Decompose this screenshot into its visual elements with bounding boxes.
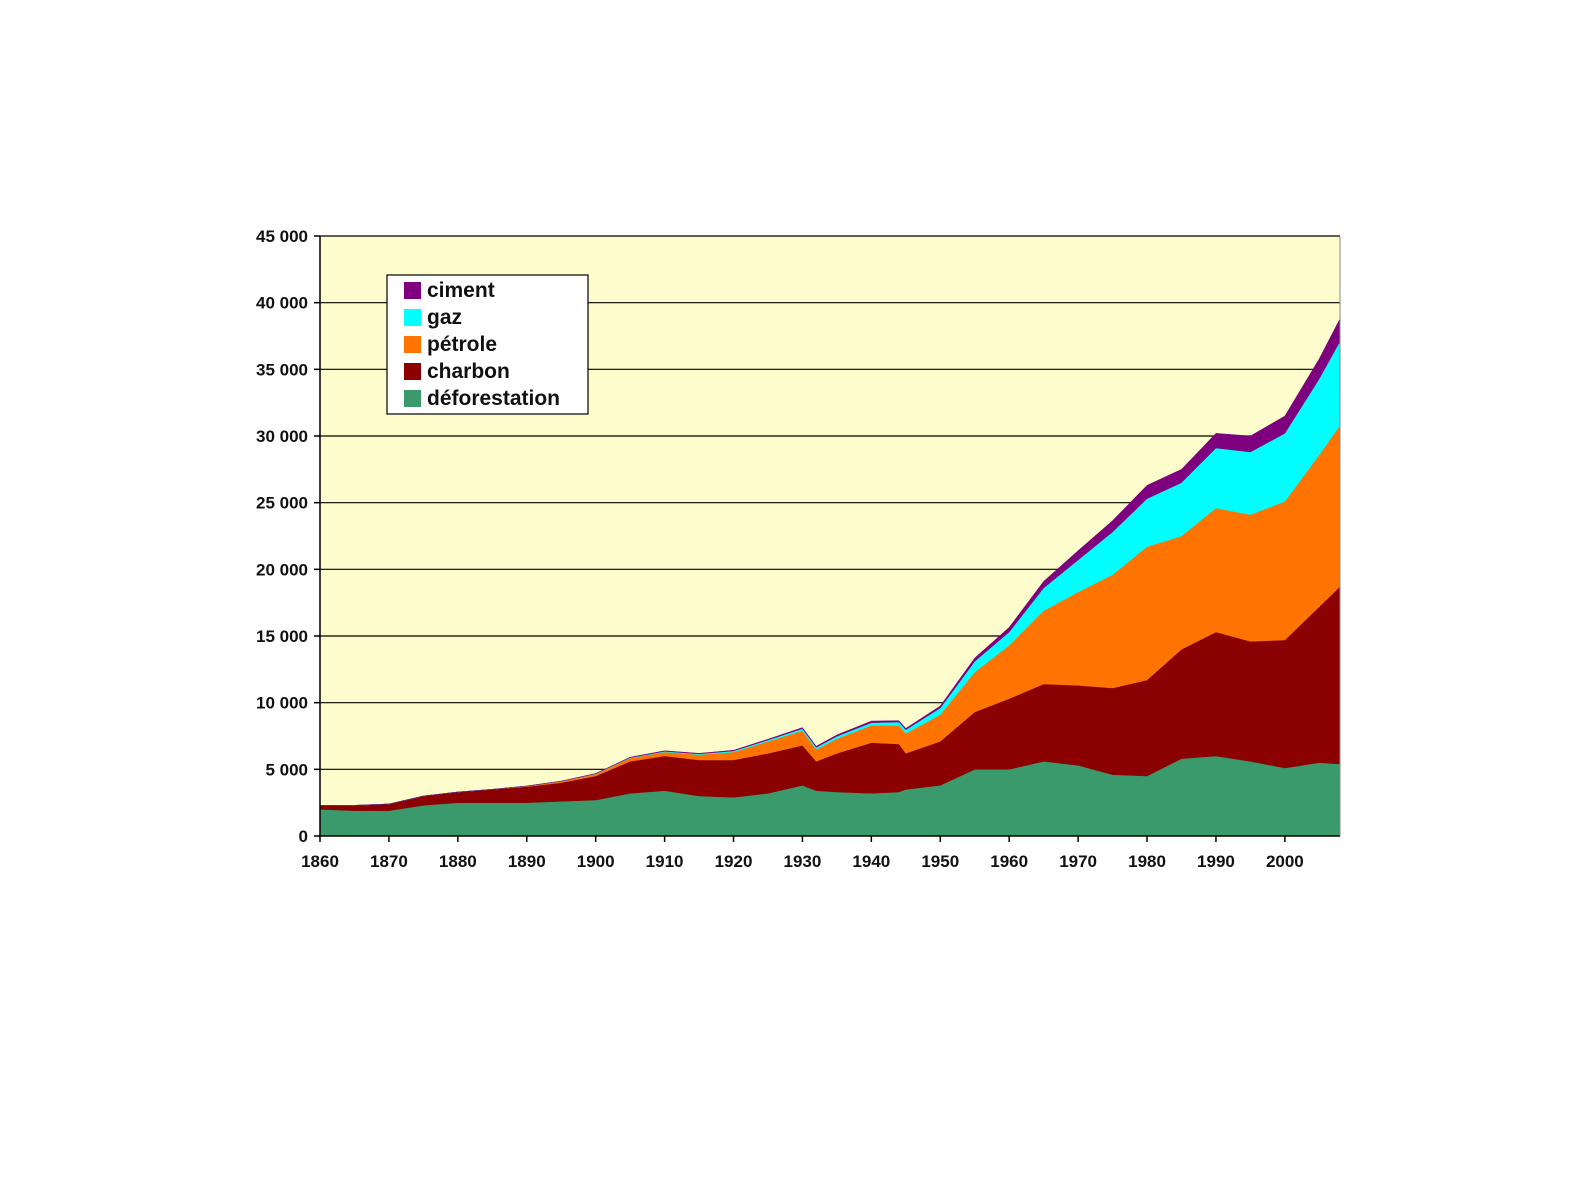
x-tick-label: 1890 (508, 852, 546, 871)
y-tick-label: 5 000 (265, 760, 308, 779)
x-tick-label: 1990 (1197, 852, 1235, 871)
legend-swatch-gaz (404, 309, 421, 326)
legend-swatch-ciment (404, 282, 421, 299)
x-tick-label: 1970 (1059, 852, 1097, 871)
legend-label-gaz: gaz (427, 306, 462, 329)
legend-label-ciment: ciment (427, 279, 495, 302)
x-axis-tick-labels: 1860 1870 1880 1890 1900 1910 1920 1930 1940 1950… (301, 836, 1304, 871)
y-tick-label: 25 000 (256, 494, 308, 513)
y-tick-label: 35 000 (256, 360, 308, 379)
x-tick-label: 1880 (439, 852, 477, 871)
y-tick-label: 15 000 (256, 627, 308, 646)
legend-label-charbon: charbon (427, 360, 510, 383)
y-tick-label: 10 000 (256, 694, 308, 713)
y-axis-tick-labels: 0 5 000 10 000 15 000 20 000 25 000 30 000 35 0… (256, 227, 320, 846)
x-tick-label: 1860 (301, 852, 339, 871)
y-tick-label: 30 000 (256, 427, 308, 446)
x-tick-label: 1950 (921, 852, 959, 871)
legend-label-deforestation: déforestation (427, 387, 560, 410)
x-tick-label: 1900 (577, 852, 615, 871)
y-tick-label: 40 000 (256, 294, 308, 313)
y-tick-label: 45 000 (256, 227, 308, 246)
legend-label-petrole: pétrole (427, 333, 497, 356)
x-tick-label: 1960 (990, 852, 1028, 871)
legend-swatch-petrole (404, 336, 421, 353)
x-tick-label: 1940 (852, 852, 890, 871)
x-tick-label: 2000 (1266, 852, 1304, 871)
x-tick-label: 1870 (370, 852, 408, 871)
axes (319, 236, 1341, 837)
legend-swatch-charbon (404, 363, 421, 380)
x-tick-label: 1980 (1128, 852, 1166, 871)
x-tick-label: 1930 (784, 852, 822, 871)
y-tick-label: 0 (299, 827, 308, 846)
y-tick-label: 20 000 (256, 560, 308, 579)
legend-swatch-deforestation (404, 390, 421, 407)
legend: ciment gaz pétrole charbon déforestation (386, 274, 589, 415)
x-tick-label: 1910 (646, 852, 684, 871)
x-tick-label: 1920 (715, 852, 753, 871)
